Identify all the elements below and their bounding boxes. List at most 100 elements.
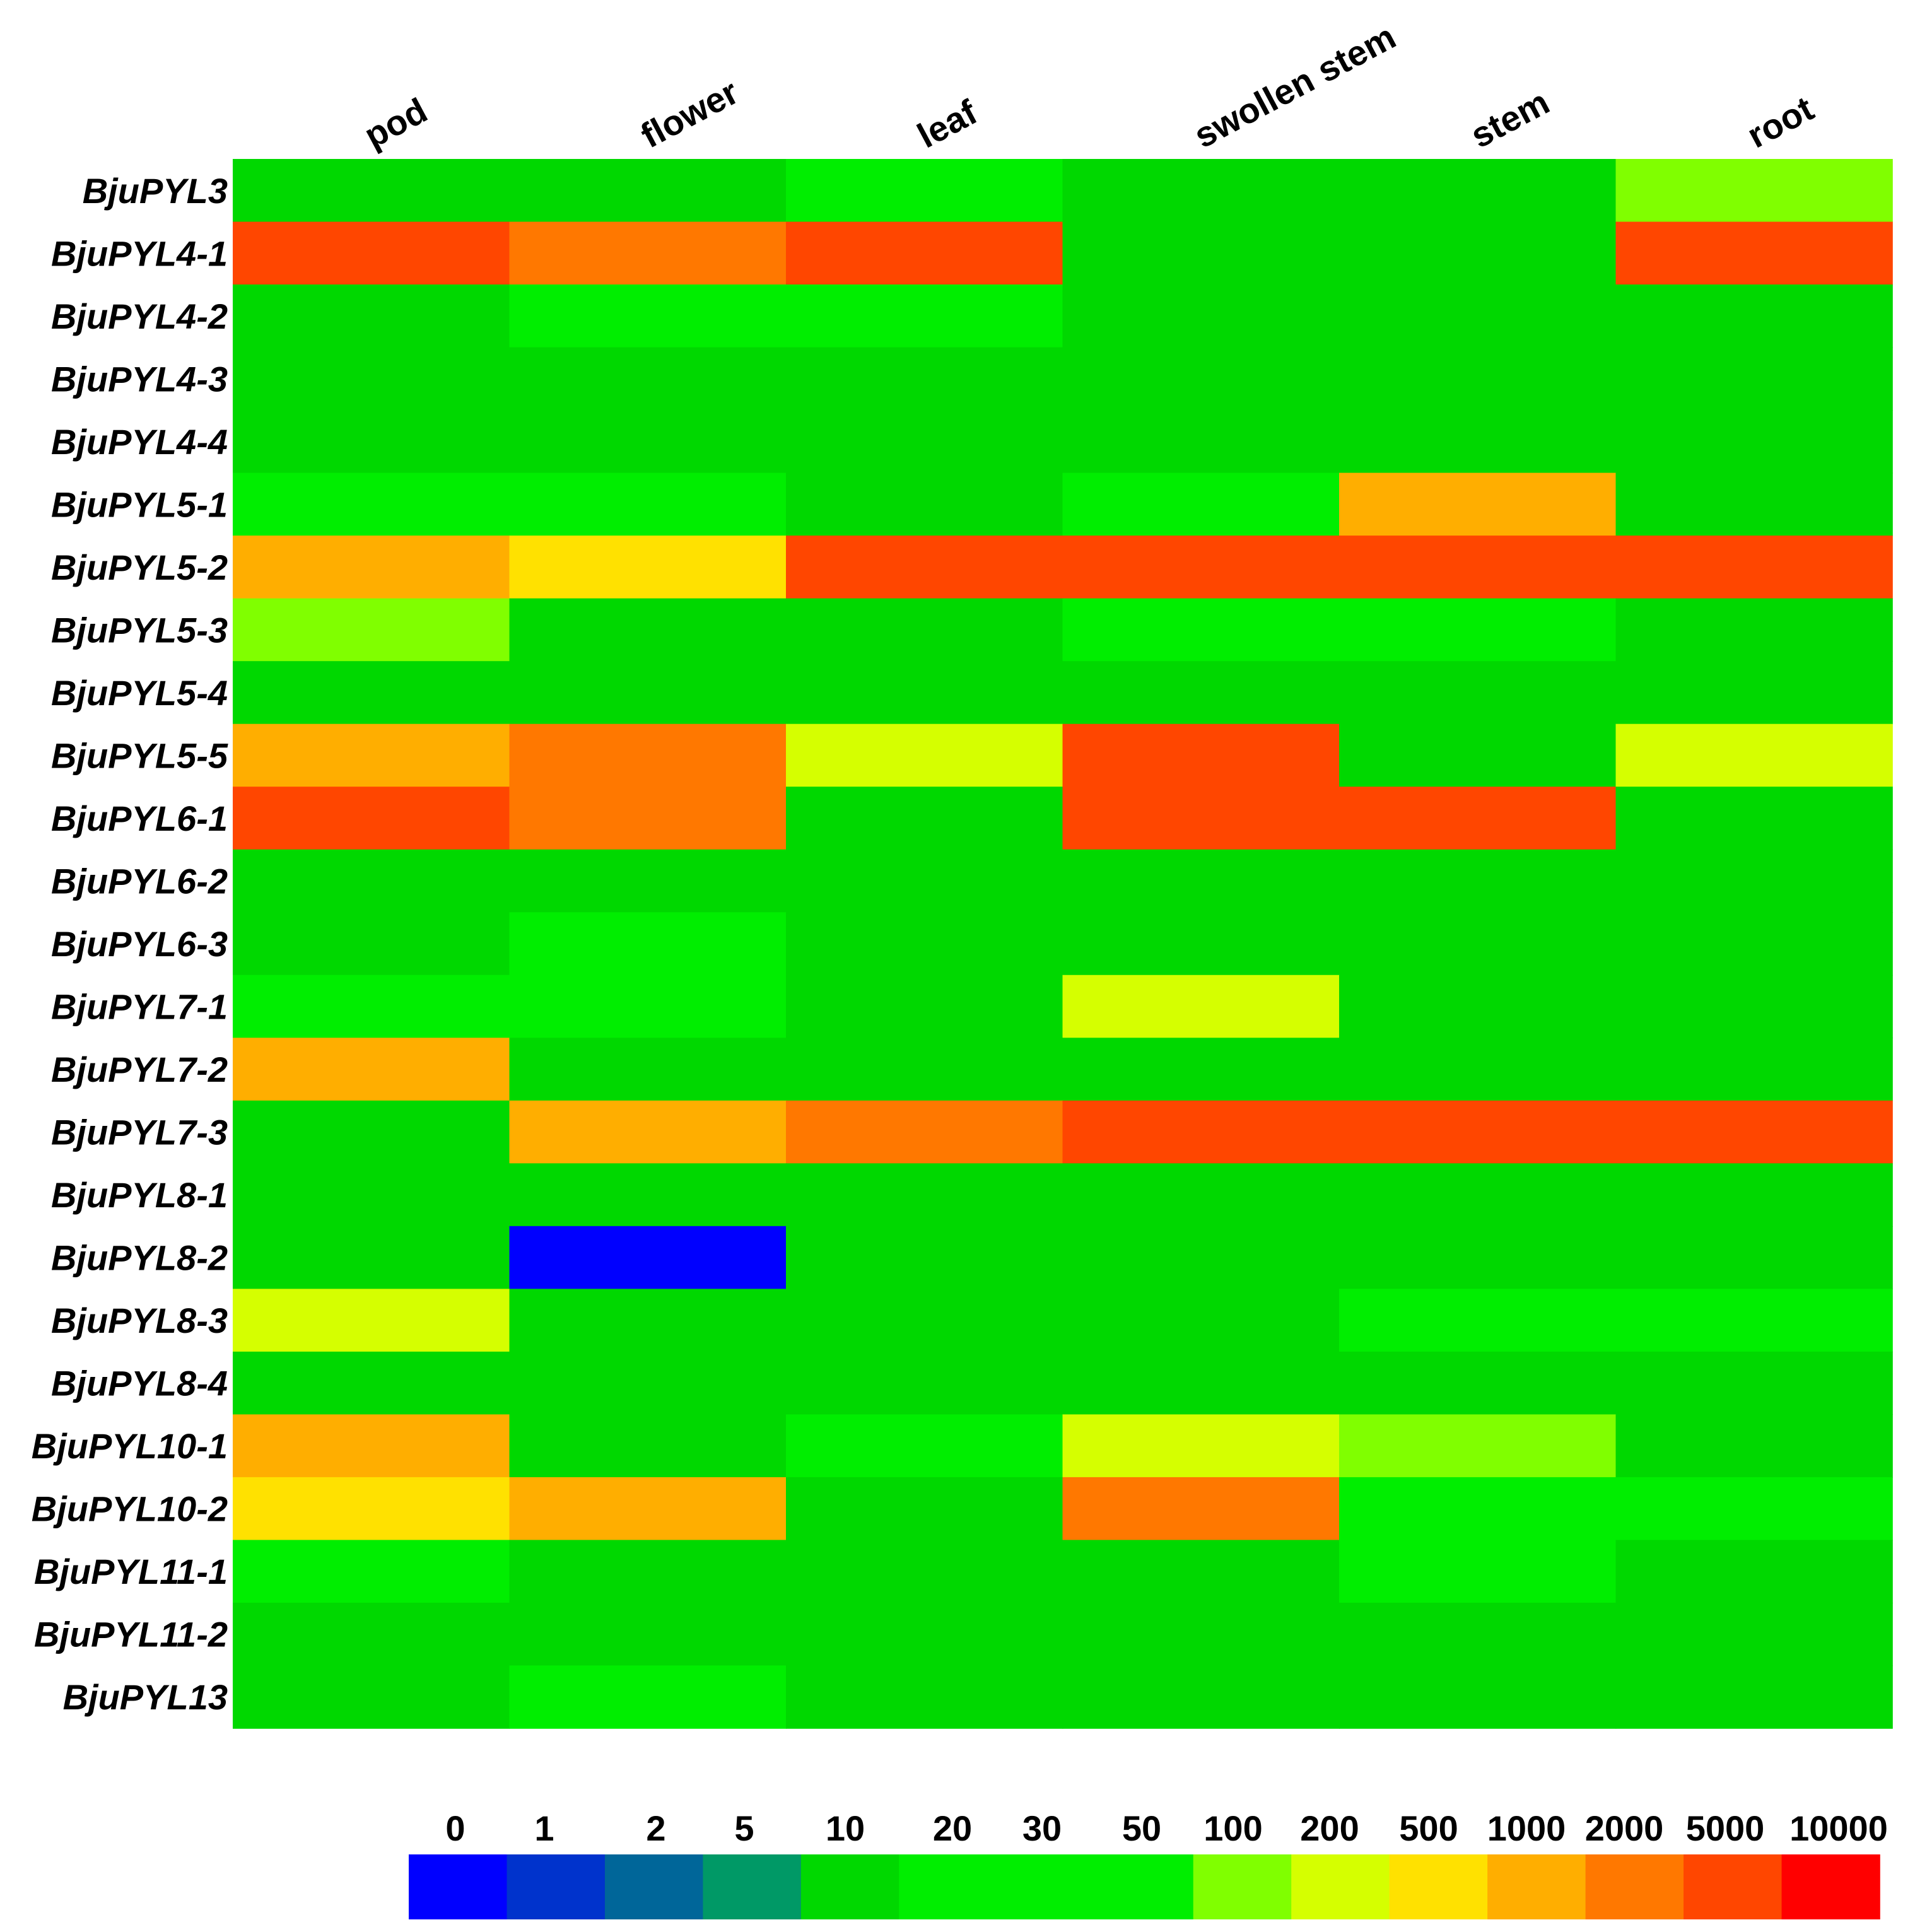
heatmap-cell-bjupyl13-swollen-stem: [1062, 1665, 1340, 1729]
heatmap-cell-bjupyl11-1-root: [1615, 1540, 1893, 1603]
column-labels: pod flower leaf swollen stem stem root: [358, 16, 1820, 156]
heatmap-cell-bjupyl5-5-flower: [509, 723, 787, 787]
heatmap-cell-bjupyl4-3-stem: [1339, 347, 1617, 411]
heatmap-cell-bjupyl11-2-root: [1615, 1602, 1893, 1666]
heatmap-cell-bjupyl4-4-pod: [233, 410, 510, 474]
heatmap-cell-bjupyl3-swollen-stem: [1062, 159, 1340, 223]
heatmap-cell-bjupyl5-3-pod: [233, 598, 510, 662]
row-label-bjupyl7-2: BjuPYL7-2: [51, 1050, 228, 1089]
legend-swatch-0: [409, 1854, 508, 1919]
heatmap-cell-bjupyl8-3-leaf: [786, 1289, 1063, 1352]
color-legend: 0 1 2 5 10 20 30 50 100 200 500 1000 2000 5000 10000: [409, 1808, 1888, 1919]
heatmap-cell-bjupyl8-4-stem: [1339, 1351, 1617, 1415]
row-label-bjupyl4-1: BjuPYL4-1: [51, 233, 228, 273]
heatmap-cell-bjupyl10-1-flower: [509, 1414, 787, 1478]
heatmap-cell-bjupyl4-1-swollen-stem: [1062, 221, 1340, 285]
heatmap-cell-bjupyl5-5-stem: [1339, 723, 1617, 787]
heatmap-cell-bjupyl13-flower: [509, 1665, 787, 1729]
column-label-pod: pod: [358, 90, 433, 156]
heatmap-cell-bjupyl6-3-root: [1615, 912, 1893, 976]
heatmap-cell-bjupyl8-1-swollen-stem: [1062, 1163, 1340, 1227]
heatmap-cell-bjupyl10-2-pod: [233, 1477, 510, 1541]
heatmap-cell-bjupyl11-2-leaf: [786, 1602, 1063, 1666]
heatmap-cell-bjupyl4-3-root: [1615, 347, 1893, 411]
heatmap-cell-bjupyl13-pod: [233, 1665, 510, 1729]
heatmap-cell-bjupyl11-2-flower: [509, 1602, 787, 1666]
heatmap-cell-bjupyl7-2-pod: [233, 1038, 510, 1101]
row-label-bjupyl8-1: BjuPYL8-1: [51, 1175, 228, 1215]
column-label-stem: stem: [1464, 82, 1555, 156]
heatmap-cell-bjupyl7-2-leaf: [786, 1038, 1063, 1101]
heatmap-cell-bjupyl11-1-leaf: [786, 1540, 1063, 1603]
row-label-bjupyl7-1: BjuPYL7-1: [51, 987, 228, 1027]
heatmap-cell-bjupyl8-1-flower: [509, 1163, 787, 1227]
heatmap-cell-bjupyl8-2-stem: [1339, 1226, 1617, 1290]
row-label-bjupyl5-2: BjuPYL5-2: [51, 547, 228, 587]
heatmap-cell-bjupyl5-2-leaf: [786, 536, 1063, 599]
legend-swatch-100: [1193, 1854, 1292, 1919]
heatmap-cell-bjupyl6-3-swollen-stem: [1062, 912, 1340, 976]
legend-swatch-1: [507, 1854, 606, 1919]
heatmap-cell-bjupyl7-1-leaf: [786, 975, 1063, 1039]
heatmap-cell-bjupyl8-2-pod: [233, 1226, 510, 1290]
legend-tick-30: 30: [1022, 1808, 1062, 1848]
heatmap-cell-bjupyl11-1-pod: [233, 1540, 510, 1603]
heatmap-cell-bjupyl8-3-stem: [1339, 1289, 1617, 1352]
heatmap-cell-bjupyl8-4-swollen-stem: [1062, 1351, 1340, 1415]
legend-swatch-10: [800, 1854, 900, 1919]
heatmap-cell-bjupyl6-3-pod: [233, 912, 510, 976]
heatmap-cell-bjupyl6-1-pod: [233, 787, 510, 850]
heatmap-cell-bjupyl11-2-swollen-stem: [1062, 1602, 1340, 1666]
row-label-bjupyl6-2: BjuPYL6-2: [51, 861, 228, 901]
heatmap-cell-bjupyl6-3-leaf: [786, 912, 1063, 976]
row-label-bjupyl4-2: BjuPYL4-2: [51, 296, 228, 336]
column-label-flower: flower: [635, 72, 745, 156]
legend-tick-50: 50: [1122, 1808, 1161, 1848]
heatmap-cell-bjupyl10-2-stem: [1339, 1477, 1617, 1541]
heatmap-cells: [233, 159, 1893, 1729]
heatmap-cell-bjupyl3-pod: [233, 159, 510, 223]
heatmap-cell-bjupyl4-1-leaf: [786, 221, 1063, 285]
legend-tick-2000: 2000: [1585, 1808, 1664, 1848]
heatmap-cell-bjupyl8-3-root: [1615, 1289, 1893, 1352]
heatmap-cell-bjupyl5-2-flower: [509, 536, 787, 599]
legend-swatch-200: [1291, 1854, 1390, 1919]
heatmap-cell-bjupyl5-5-pod: [233, 723, 510, 787]
legend-tick-5: 5: [734, 1808, 754, 1848]
legend-swatches: [409, 1854, 1880, 1919]
heatmap-cell-bjupyl7-3-swollen-stem: [1062, 1100, 1340, 1164]
legend-tick-20: 20: [933, 1808, 972, 1848]
heatmap-cell-bjupyl5-3-flower: [509, 598, 787, 662]
heatmap-cell-bjupyl5-5-swollen-stem: [1062, 723, 1340, 787]
heatmap-cell-bjupyl4-3-flower: [509, 347, 787, 411]
heatmap-cell-bjupyl4-4-root: [1615, 410, 1893, 474]
heatmap-cell-bjupyl11-1-flower: [509, 1540, 787, 1603]
heatmap-cell-bjupyl5-1-leaf: [786, 472, 1063, 536]
heatmap-cell-bjupyl6-2-pod: [233, 849, 510, 913]
heatmap-cell-bjupyl5-3-leaf: [786, 598, 1063, 662]
row-label-bjupyl5-5: BjuPYL5-5: [51, 735, 228, 775]
heatmap-cell-bjupyl5-3-swollen-stem: [1062, 598, 1340, 662]
heatmap-cell-bjupyl8-2-flower: [509, 1226, 787, 1290]
heatmap-cell-bjupyl13-leaf: [786, 1665, 1063, 1729]
heatmap-cell-bjupyl7-1-swollen-stem: [1062, 975, 1340, 1039]
legend-tick-5000: 5000: [1686, 1808, 1765, 1848]
heatmap-cell-bjupyl8-4-flower: [509, 1351, 787, 1415]
row-label-bjupyl11-1: BjuPYL11-1: [34, 1552, 228, 1591]
heatmap-cell-bjupyl6-1-swollen-stem: [1062, 787, 1340, 850]
heatmap-cell-bjupyl5-5-leaf: [786, 723, 1063, 787]
heatmap-cell-bjupyl4-2-flower: [509, 284, 787, 348]
legend-swatch-10000: [1781, 1854, 1880, 1919]
heatmap-cell-bjupyl7-1-stem: [1339, 975, 1617, 1039]
heatmap-cell-bjupyl6-3-flower: [509, 912, 787, 976]
heatmap-cell-bjupyl4-2-swollen-stem: [1062, 284, 1340, 348]
row-label-bjupyl8-3: BjuPYL8-3: [51, 1301, 228, 1340]
legend-swatch-1000: [1487, 1854, 1586, 1919]
row-label-bjupyl11-2: BjuPYL11-2: [34, 1615, 228, 1654]
legend-tick-1000: 1000: [1487, 1808, 1566, 1848]
heatmap-cell-bjupyl3-flower: [509, 159, 787, 223]
heatmap-cell-bjupyl5-1-swollen-stem: [1062, 472, 1340, 536]
heatmap-cell-bjupyl8-3-swollen-stem: [1062, 1289, 1340, 1352]
heatmap-cell-bjupyl10-1-pod: [233, 1414, 510, 1478]
